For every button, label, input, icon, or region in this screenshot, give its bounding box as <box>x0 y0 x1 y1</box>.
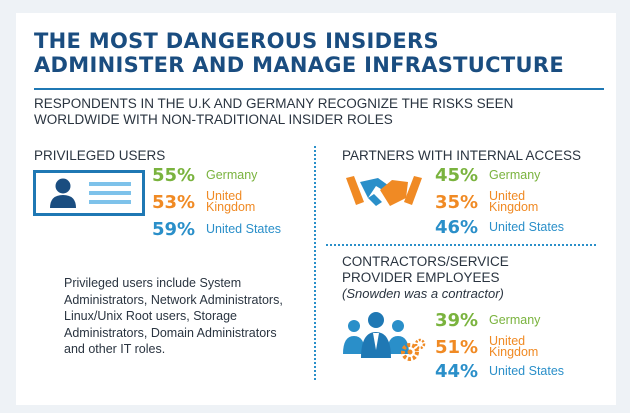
stat-label: Germany <box>489 168 541 182</box>
stat-value: 55% <box>152 165 196 186</box>
partners-stat-us: 46% United States <box>435 217 564 238</box>
stat-label: Germany <box>489 313 541 327</box>
stat-value: 59% <box>152 219 196 240</box>
title-line-1: THE MOST DANGEROUS INSIDERS <box>34 29 439 53</box>
partners-title: PARTNERS WITH INTERNAL ACCESS <box>342 148 582 163</box>
subtitle-line-2: WORLDWIDE WITH NON-TRADITIONAL INSIDER R… <box>34 112 393 127</box>
privileged-users-title: PRIVILEGED USERS <box>34 148 166 163</box>
stat-value: 53% <box>152 191 196 213</box>
horizontal-divider <box>326 244 596 246</box>
title-underline <box>34 88 604 90</box>
stat-label: United Kingdom <box>206 189 256 214</box>
stat-value: 46% <box>435 217 479 238</box>
stat-value: 44% <box>435 361 479 382</box>
privileged-stat-us: 59% United States <box>152 219 281 240</box>
desc-line: and other IT roles. <box>64 342 166 356</box>
stat-value: 45% <box>435 165 479 186</box>
label-line-2: Kingdom <box>489 345 539 359</box>
label-line-1: United <box>489 189 526 203</box>
privileged-users-description: Privileged users include System Administ… <box>64 275 304 358</box>
label-line-2: Kingdom <box>206 200 256 214</box>
contractors-stat-us: 44% United States <box>435 361 564 382</box>
label-line-2: Kingdom <box>489 200 539 214</box>
contractors-title-line-2: PROVIDER EMPLOYEES <box>342 270 500 285</box>
partners-stat-germany: 45% Germany <box>435 165 540 186</box>
title-line-2: ADMINISTER AND MANAGE INFRASTUCTURE <box>34 53 564 77</box>
page-title: THE MOST DANGEROUS INSIDERS ADMINISTER A… <box>34 29 574 77</box>
stat-value: 35% <box>435 191 479 213</box>
vertical-divider <box>314 146 316 380</box>
label-line-1: United <box>206 189 243 203</box>
contractors-title: CONTRACTORS/SERVICE PROVIDER EMPLOYEES (… <box>342 254 509 302</box>
subtitle: RESPONDENTS IN THE U.K AND GERMANY RECOG… <box>34 96 594 128</box>
stat-label: United States <box>489 364 565 378</box>
handshake-icon <box>346 176 422 206</box>
desc-line: Linux/Unix Root users, Storage <box>64 309 238 323</box>
stat-label: Germany <box>206 168 258 182</box>
stat-value: 51% <box>435 336 479 358</box>
subtitle-line-1: RESPONDENTS IN THE U.K AND GERMANY RECOG… <box>34 96 514 111</box>
desc-line: Administrators, Domain Administrators <box>64 325 277 340</box>
partners-stat-uk: 35% United Kingdom <box>435 189 539 214</box>
contractors-stat-uk: 51% United Kingdom <box>435 334 539 359</box>
contractors-note: (Snowden was a contractor) <box>342 286 504 301</box>
stat-label: United States <box>489 220 565 234</box>
id-card-icon <box>33 170 145 216</box>
label-line-1: United <box>489 334 526 348</box>
desc-line: Privileged users include System <box>64 276 242 290</box>
contractors-title-line-1: CONTRACTORS/SERVICE <box>342 254 509 269</box>
stat-label: United States <box>206 222 282 236</box>
stat-label: United Kingdom <box>489 334 539 359</box>
privileged-stat-germany: 55% Germany <box>152 165 257 186</box>
contractors-stat-germany: 39% Germany <box>435 310 540 331</box>
desc-line: Administrators, Network Administrators, <box>64 292 283 307</box>
privileged-stat-uk: 53% United Kingdom <box>152 189 256 214</box>
people-gears-icon <box>343 312 426 361</box>
stat-value: 39% <box>435 310 479 331</box>
stat-label: United Kingdom <box>489 189 539 214</box>
